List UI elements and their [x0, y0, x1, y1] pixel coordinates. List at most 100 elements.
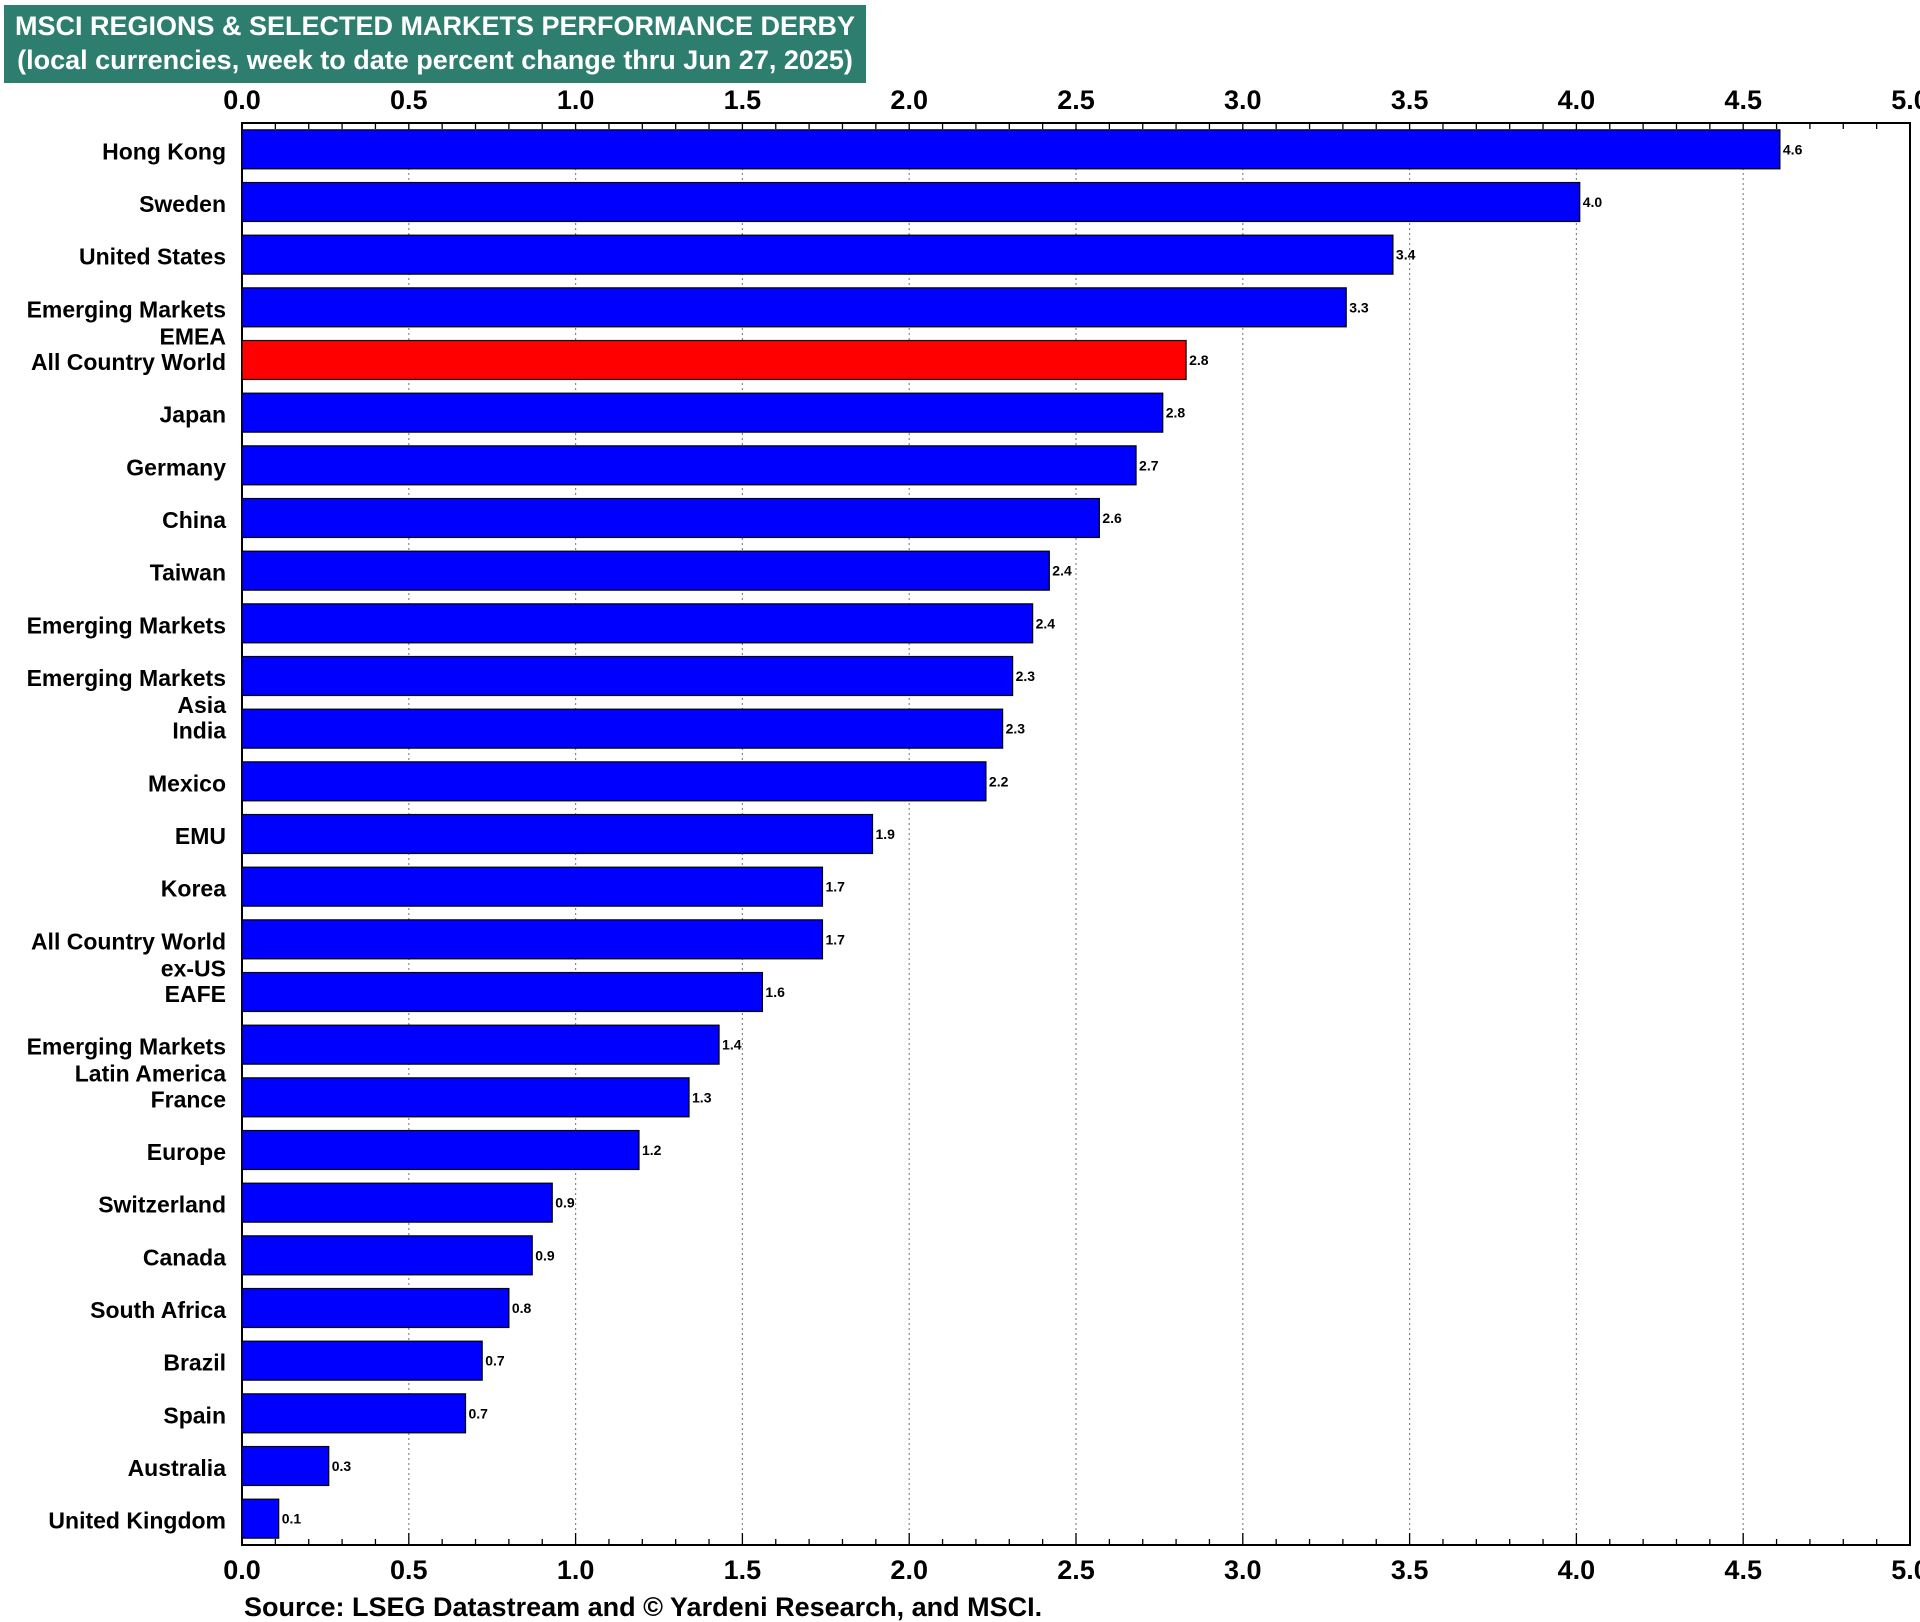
bar [241, 287, 1347, 328]
bar [241, 1393, 467, 1434]
x-tick-label-bottom: 5.0 [1891, 1555, 1920, 1585]
x-tick-label-bottom: 3.5 [1391, 1555, 1429, 1585]
category-label: Emerging Markets [27, 296, 226, 322]
category-label: France [151, 1086, 226, 1112]
x-tick-label-top: 2.0 [890, 85, 928, 115]
x-tick-label-bottom: 4.5 [1724, 1555, 1762, 1585]
x-tick-label-top: 0.0 [223, 85, 261, 115]
bar [241, 1024, 720, 1065]
x-tick-label-top: 1.5 [724, 85, 762, 115]
category-label: Emerging Markets [27, 1034, 226, 1060]
x-tick-label-top: 0.5 [390, 85, 428, 115]
bar [241, 761, 987, 802]
bar-value-label: 1.4 [722, 1037, 742, 1053]
x-tick-label-bottom: 1.5 [724, 1555, 762, 1585]
category-label: Emerging Markets [27, 612, 226, 638]
bar-value-label: 2.3 [1006, 721, 1026, 737]
category-label: Germany [126, 454, 226, 480]
x-tick-label-top: 3.5 [1391, 85, 1429, 115]
category-label: United States [79, 244, 226, 270]
x-tick-label-top: 2.5 [1057, 85, 1095, 115]
x-tick-label-bottom: 0.5 [390, 1555, 428, 1585]
bar-value-label: 3.3 [1349, 299, 1369, 315]
bar [241, 550, 1050, 591]
bar-value-label: 2.2 [989, 773, 1009, 789]
bar [241, 919, 824, 960]
bar [241, 813, 874, 855]
category-label: Asia [177, 692, 226, 718]
bar [241, 1077, 690, 1118]
bar-value-label: 1.3 [692, 1089, 712, 1105]
bar [241, 181, 1581, 223]
bar [241, 1287, 510, 1329]
x-tick-label-top: 1.0 [557, 85, 595, 115]
bar [241, 234, 1394, 275]
category-label: EMU [175, 823, 226, 849]
bar-value-label: 2.8 [1166, 405, 1186, 421]
category-label: Mexico [148, 770, 226, 796]
category-label: United Kingdom [48, 1508, 226, 1534]
bar [241, 708, 1004, 749]
x-tick-label-bottom: 3.0 [1224, 1555, 1262, 1585]
bar-value-label: 1.9 [876, 826, 896, 842]
category-label: Australia [128, 1455, 227, 1481]
category-label: Japan [160, 402, 226, 428]
bar-value-label: 1.2 [642, 1142, 662, 1158]
bar-value-label: 0.1 [282, 1511, 302, 1527]
bar [241, 445, 1137, 486]
x-tick-label-top: 4.0 [1558, 85, 1596, 115]
category-label: All Country World [31, 928, 226, 954]
bar-value-label: 0.7 [469, 1405, 489, 1421]
chart-title: MSCI REGIONS & SELECTED MARKETS PERFORMA… [14, 11, 856, 41]
bar [241, 392, 1164, 433]
x-tick-label-bottom: 4.0 [1558, 1555, 1596, 1585]
bar-value-label: 2.7 [1139, 457, 1159, 473]
category-label: Korea [161, 876, 226, 902]
bar [241, 1445, 330, 1487]
chart-title-box: MSCI REGIONS & SELECTED MARKETS PERFORMA… [4, 5, 866, 83]
bar-value-label: 2.8 [1189, 352, 1209, 368]
category-label: Spain [163, 1402, 226, 1428]
bar-value-label: 0.7 [485, 1353, 505, 1369]
bar [241, 129, 1781, 170]
bar [241, 971, 764, 1013]
category-label: Brazil [163, 1350, 226, 1376]
bar-value-label: 0.3 [332, 1458, 352, 1474]
category-label: India [172, 718, 226, 744]
category-label: South Africa [90, 1297, 226, 1323]
bar-value-label: 4.6 [1783, 141, 1803, 157]
x-tick-label-bottom: 0.0 [223, 1555, 261, 1585]
bar [241, 1129, 640, 1171]
bar [241, 1182, 553, 1223]
bar-value-label: 4.0 [1583, 194, 1603, 210]
bar-value-label: 3.4 [1396, 247, 1416, 263]
bar [241, 1498, 280, 1539]
bar [241, 1235, 533, 1276]
bar-value-label: 2.6 [1102, 510, 1122, 526]
category-label: Europe [147, 1139, 226, 1165]
bar-value-label: 1.7 [825, 931, 845, 947]
x-tick-label-top: 5.0 [1891, 85, 1920, 115]
category-label: EMEA [160, 323, 226, 349]
category-label: Sweden [139, 191, 226, 217]
category-label: EAFE [165, 981, 226, 1007]
x-tick-label-bottom: 1.0 [557, 1555, 595, 1585]
x-tick-label-top: 3.0 [1224, 85, 1262, 115]
chart-subtitle: (local currencies, week to date percent … [17, 45, 853, 75]
bar-value-label: 2.4 [1052, 563, 1072, 579]
bar-value-label: 2.4 [1036, 615, 1056, 631]
category-label: ex-US [161, 955, 226, 981]
x-tick-label-bottom: 2.5 [1057, 1555, 1095, 1585]
category-label: Switzerland [98, 1192, 226, 1218]
bar [241, 655, 1014, 697]
category-label: All Country World [31, 349, 226, 375]
bar-value-label: 0.8 [512, 1300, 532, 1316]
bar-value-label: 2.3 [1016, 668, 1036, 684]
bar [241, 866, 824, 907]
source-note: Source: LSEG Datastream and © Yardeni Re… [244, 1592, 1043, 1622]
bar-value-label: 0.9 [535, 1247, 555, 1263]
bar [241, 603, 1034, 644]
bar-value-label: 1.6 [765, 984, 785, 1000]
x-tick-label-bottom: 2.0 [890, 1555, 928, 1585]
